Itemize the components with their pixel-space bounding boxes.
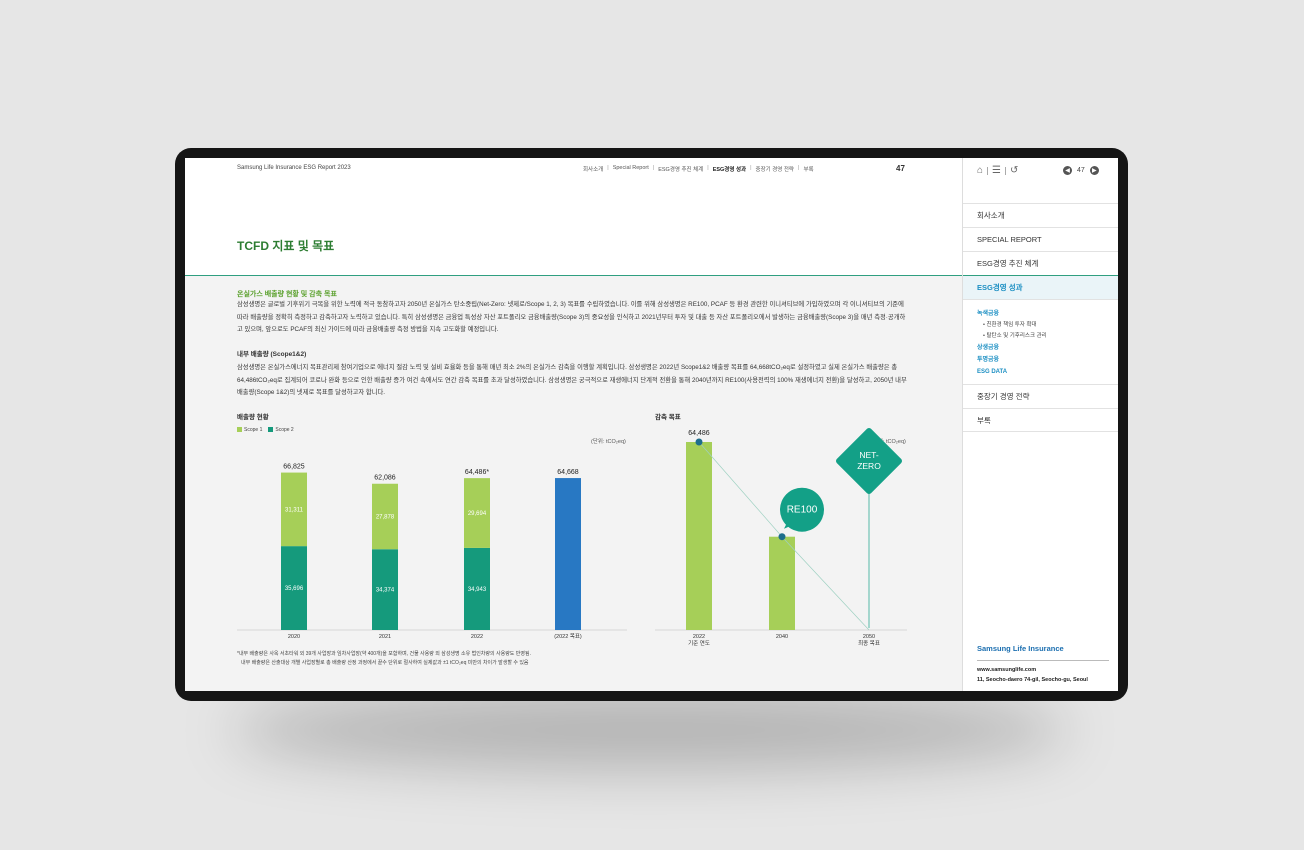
- report-screen: Samsung Life Insurance ESG Report 2023 회…: [185, 158, 1118, 691]
- sidebar-item-esg-system[interactable]: ESG경영 추진 체계: [963, 251, 1118, 275]
- submenu-transparent-finance[interactable]: 투명금융: [977, 357, 1000, 363]
- brand-divider: [977, 660, 1109, 661]
- emissions-chart-legend: Scope 1 Scope 2: [237, 427, 294, 433]
- submenu-climate-risk[interactable]: • 탈탄소 및 기후리스크 관리: [983, 333, 1047, 339]
- target-bar-1: [769, 536, 795, 630]
- subsection-title: 내부 배출량 (Scope1&2): [237, 351, 307, 358]
- bar-scope2-0: [281, 546, 307, 630]
- submenu-eco-investment[interactable]: • 친환경 책임 투자 확대: [983, 322, 1037, 328]
- sidebar-item-esg-performance[interactable]: ESG경영 성과: [963, 275, 1118, 299]
- bar-scope1-2: [464, 478, 490, 548]
- netzero-badge-label-bottom: ZERO: [857, 461, 881, 471]
- submenu-green-finance[interactable]: 녹색금융: [977, 311, 1000, 317]
- sidebar-item-special-report[interactable]: SPECIAL REPORT: [963, 227, 1118, 251]
- back-icon[interactable]: ↺: [1010, 165, 1019, 176]
- bar-scope2-2: [464, 547, 490, 630]
- legend-scope1: Scope 1: [237, 427, 262, 433]
- bar-scope2-1: [372, 549, 398, 630]
- bar-scope1-1: [372, 483, 398, 550]
- sidebar-tools: ⌂ ☰ ↺: [977, 165, 1018, 176]
- emissions-chart-unit: (단위: tCO₂eq): [591, 439, 626, 445]
- sidebar-item-about[interactable]: 회사소개: [963, 203, 1118, 227]
- re100-badge-label: RE100: [787, 505, 818, 516]
- footnote: *내부 배출량은 사옥 서초타워 외 39개 사업장과 임차사업장(약 400개…: [237, 650, 937, 668]
- sidebar-page-number: 47: [1077, 167, 1085, 174]
- bar-scope1-0: [281, 472, 307, 547]
- report-page: Samsung Life Insurance ESG Report 2023 회…: [185, 158, 962, 691]
- total-value-label-1: 62,086: [374, 475, 396, 482]
- scope1-value-label-0: 31,311: [285, 507, 304, 513]
- scope2-value-label-0: 35,696: [285, 586, 304, 592]
- topnav-item-about[interactable]: 회사소개: [583, 167, 604, 173]
- reduction-chart-unit: (단위: tCO₂eq): [871, 439, 906, 445]
- address-text: 11, Seocho-daero 74-gil, Seocho-gu, Seou…: [977, 677, 1088, 683]
- sidebar: ⌂ ☰ ↺ ◀ 47 ▶ 회사소개 SPECIAL REPORT ESG경영 추…: [962, 158, 1118, 691]
- page-header-area: Samsung Life Insurance ESG Report 2023 회…: [185, 158, 962, 275]
- x-tick-sublabel-0: 기준 연도: [688, 639, 710, 647]
- legend-scope2: Scope 2: [268, 427, 294, 433]
- home-icon[interactable]: ⌂: [977, 165, 984, 176]
- brand-name: Samsung Life Insurance: [977, 644, 1064, 653]
- scope1-value-label-2: 29,694: [468, 511, 487, 517]
- header-divider: [185, 275, 1118, 276]
- total-value-label-3: 64,668: [557, 469, 579, 476]
- intro-paragraph: 삼성생명은 글로벌 기후위기 극복을 위한 노력에 적극 동참하고자 2050년…: [237, 301, 906, 333]
- x-tick-label-1: 2040: [776, 634, 788, 640]
- menu-icon[interactable]: ☰: [992, 165, 1002, 176]
- internal-emission-paragraph: 삼성생명은 온실가스에너지 목표관리제 참여기업으로 에너지 절감 노력 및 설…: [237, 364, 907, 396]
- top-navigation: 회사소개 | Special Report | ESG경영 추진 체계 | ESG경영…: [583, 165, 814, 173]
- x-tick-label-0: 2022: [693, 634, 705, 640]
- page-heading: TCFD 지표 및 목표: [237, 239, 335, 253]
- x-tick-label-1: 2021: [379, 634, 391, 640]
- reduction-chart-title: 감축 목표: [655, 414, 681, 421]
- sidebar-item-strategy[interactable]: 중장기 경영 전략: [963, 384, 1118, 408]
- sidebar-menu: 회사소개 SPECIAL REPORT ESG경영 추진 체계 ESG경영 성과…: [963, 203, 1118, 432]
- x-tick-label-0: 2020: [288, 634, 300, 640]
- submenu-mutual-finance[interactable]: 상생금융: [977, 345, 1000, 351]
- emissions-chart-title: 배출량 현황: [237, 414, 269, 421]
- report-title: Samsung Life Insurance ESG Report 2023: [237, 165, 351, 171]
- sidebar-item-appendix[interactable]: 부록: [963, 408, 1118, 432]
- target-value-label-0: 64,486: [688, 430, 710, 437]
- topnav-item-strategy[interactable]: 중장기 경영 전략: [755, 167, 794, 173]
- topnav-item-system[interactable]: ESG경영 추진 체계: [658, 167, 704, 173]
- topnav-item-appendix[interactable]: 부록: [803, 167, 814, 173]
- sidebar-pager: ◀ 47 ▶: [1063, 166, 1099, 175]
- x-tick-label-3: (2022 목표): [554, 633, 582, 640]
- topnav-item-special[interactable]: Special Report: [612, 165, 649, 171]
- total-value-label-2: 64,486*: [465, 469, 489, 476]
- total-value-label-0: 66,825: [283, 464, 305, 471]
- next-page-icon[interactable]: ▶: [1089, 166, 1099, 175]
- x-tick-label-2: 2050: [863, 634, 875, 640]
- scope2-value-label-1: 34,374: [376, 588, 395, 594]
- footnote-line-2: 내부 배출량은 산출대상 개별 사업장별로 총 배출량 산정 과정에서 끝수 단…: [241, 660, 529, 666]
- scope1-value-label-1: 27,878: [376, 514, 395, 520]
- website-link[interactable]: www.samsunglife.com: [977, 667, 1037, 673]
- brand-contact: www.samsunglife.com 11, Seocho-daero 74-…: [977, 665, 1088, 685]
- emissions-bar-chart: 35,696 31,311 66,825 2020 34,374 27,878 62,086…: [237, 464, 627, 640]
- section-title: 온실가스 배출량 현황 및 감축 목표: [237, 291, 337, 298]
- x-tick-sublabel-2: 최종 목표: [858, 639, 880, 647]
- x-tick-label-2: 2022: [471, 634, 483, 640]
- footnote-line-1: *내부 배출량은 사옥 서초타워 외 39개 사업장과 임차사업장(약 400개…: [237, 651, 531, 657]
- sidebar-submenu: 녹색금융 • 친환경 책임 투자 확대 • 탈탄소 및 기후리스크 관리 상생금…: [963, 299, 1118, 384]
- trend-point-0: [695, 438, 703, 446]
- target-bar-0: [686, 442, 712, 630]
- submenu-esg-data[interactable]: ESG DATA: [977, 369, 1008, 375]
- bar-target-3: [555, 478, 581, 630]
- page-number: 47: [896, 164, 905, 173]
- topnav-item-performance[interactable]: ESG경영 성과: [712, 167, 747, 173]
- trend-point-1: [778, 533, 786, 541]
- scope2-value-label-2: 34,943: [468, 587, 487, 593]
- netzero-badge-label-top: NET-: [859, 450, 879, 460]
- re100-bubble: [780, 487, 824, 532]
- prev-page-icon[interactable]: ◀: [1063, 166, 1072, 175]
- device-shadow: [230, 690, 1070, 770]
